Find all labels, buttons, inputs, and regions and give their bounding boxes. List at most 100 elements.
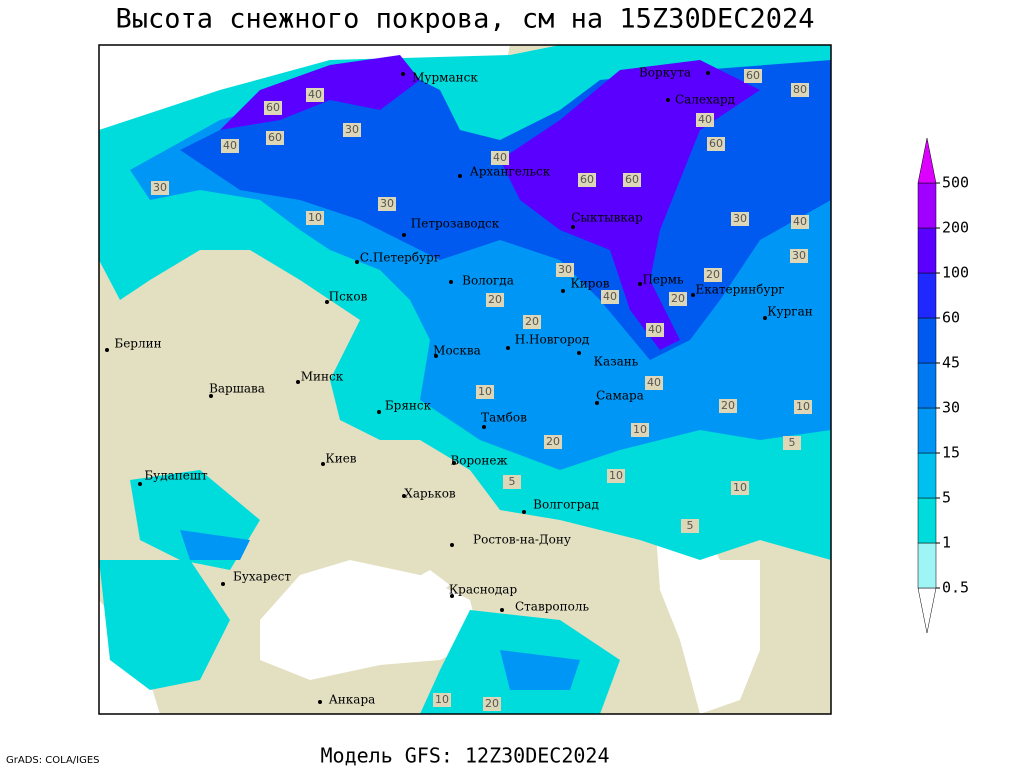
contour-label-bg <box>794 400 812 414</box>
contour-label-bg <box>266 131 284 145</box>
footer: Модель GFS: 12Z30DEC2024 <box>321 744 610 768</box>
contour-label-bg <box>221 139 239 153</box>
city-label: Вологда <box>462 274 514 288</box>
contour-label: 60 <box>266 101 280 114</box>
contour-label: 80 <box>793 83 807 96</box>
city-dot <box>325 300 329 304</box>
legend-swatch <box>917 452 937 499</box>
legend-swatch <box>917 182 937 229</box>
legend-swatch <box>917 497 937 544</box>
contour-label-bg <box>433 693 451 707</box>
contour-label-bg <box>731 481 749 495</box>
legend-label: 500 <box>942 174 969 192</box>
legend-swatch <box>917 227 937 274</box>
contour-label-bg <box>601 290 619 304</box>
contour-label: 60 <box>709 137 723 150</box>
contour-label: 40 <box>308 88 322 101</box>
contour-label: 20 <box>525 315 539 328</box>
city-label: Ростов-на-Дону <box>473 533 571 547</box>
city-dot <box>401 72 405 76</box>
city-dot <box>402 494 406 498</box>
contour-label: 30 <box>153 181 167 194</box>
city-dot <box>402 233 406 237</box>
city-dot <box>434 354 438 358</box>
map: 40 60 30 60 40 30 10 30 40 60 60 80 60 40 60 30 40 30 20 20… <box>98 44 832 715</box>
contour-label: 40 <box>493 151 507 164</box>
contour-label: 60 <box>580 173 594 186</box>
contour-label: 10 <box>733 481 747 494</box>
contour-label-bg <box>791 83 809 97</box>
contour-label: 5 <box>509 475 516 488</box>
contour-label-bg <box>681 519 699 533</box>
legend-swatch <box>917 362 937 409</box>
contour-label-bg <box>646 323 664 337</box>
contour-label-bg <box>306 211 324 225</box>
contour-label: 10 <box>478 385 492 398</box>
city-label: Минск <box>301 370 344 384</box>
contour-label-bg <box>791 215 809 229</box>
contour-label: 40 <box>793 215 807 228</box>
city-dot <box>450 594 454 598</box>
contour-label: 20 <box>485 697 499 710</box>
contour-label-bg <box>623 173 641 187</box>
city-label: Н.Новгород <box>515 333 590 347</box>
contour-label: 20 <box>546 435 560 448</box>
city-dot <box>595 401 599 405</box>
contour-label: 10 <box>796 400 810 413</box>
legend-label: 100 <box>942 264 969 282</box>
city-label: Будапешт <box>144 469 208 483</box>
legend-swatch <box>917 272 937 319</box>
contour-label: 30 <box>380 197 394 210</box>
city-label: Салехард <box>675 93 735 107</box>
city-label: Воркута <box>639 66 691 80</box>
legend-label: 5 <box>942 489 951 507</box>
legend-swatch <box>917 587 937 634</box>
contour-label-bg <box>476 385 494 399</box>
contour-label: 30 <box>558 263 572 276</box>
legend-label: 1 <box>942 534 951 552</box>
city-label: Архангельск <box>470 165 551 179</box>
contour-label: 40 <box>648 323 662 336</box>
city-label: Ставрополь <box>515 600 589 614</box>
contour-label-bg <box>645 376 663 390</box>
city-dot <box>561 289 565 293</box>
contour-label-bg <box>486 293 504 307</box>
city-label: Самара <box>596 389 644 403</box>
city-label: Анкара <box>329 693 376 707</box>
city-label: Казань <box>594 355 639 369</box>
contour-label: 20 <box>671 292 685 305</box>
contour-label-bg <box>707 137 725 151</box>
contour-label: 60 <box>746 69 760 82</box>
contour-label: 40 <box>603 290 617 303</box>
contour-label: 40 <box>647 376 661 389</box>
city-label: Волгоград <box>533 498 599 512</box>
legend-label: 0.5 <box>942 579 969 597</box>
title: Высота снежного покрова, см на 15Z30DEC2… <box>116 4 815 35</box>
contour-label-bg <box>744 69 762 83</box>
contour-label-bg <box>607 469 625 483</box>
legend-label: 15 <box>942 444 960 462</box>
contour-label-bg <box>378 197 396 211</box>
city-label: Воронеж <box>450 454 507 468</box>
contour-label: 20 <box>706 268 720 281</box>
city-dot <box>458 174 462 178</box>
legend-swatch <box>917 407 937 454</box>
contour-label-bg <box>503 475 521 489</box>
city-dot <box>321 462 325 466</box>
contour-label-bg <box>556 263 574 277</box>
city-dot <box>449 280 453 284</box>
city-dot <box>138 482 142 486</box>
legend-swatch <box>917 542 937 589</box>
contour-label-bg <box>669 292 687 306</box>
legend-label: 60 <box>942 309 960 327</box>
city-label: Москва <box>433 344 481 358</box>
city-dot <box>209 394 213 398</box>
contour-label: 5 <box>789 436 796 449</box>
city-dot <box>571 225 575 229</box>
contour-label-bg <box>306 88 324 102</box>
contour-label: 40 <box>698 113 712 126</box>
contour-label-bg <box>343 123 361 137</box>
contour-label: 10 <box>633 423 647 436</box>
